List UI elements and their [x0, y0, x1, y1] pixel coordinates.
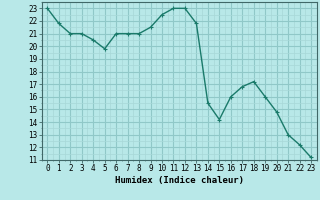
X-axis label: Humidex (Indice chaleur): Humidex (Indice chaleur) [115, 176, 244, 185]
